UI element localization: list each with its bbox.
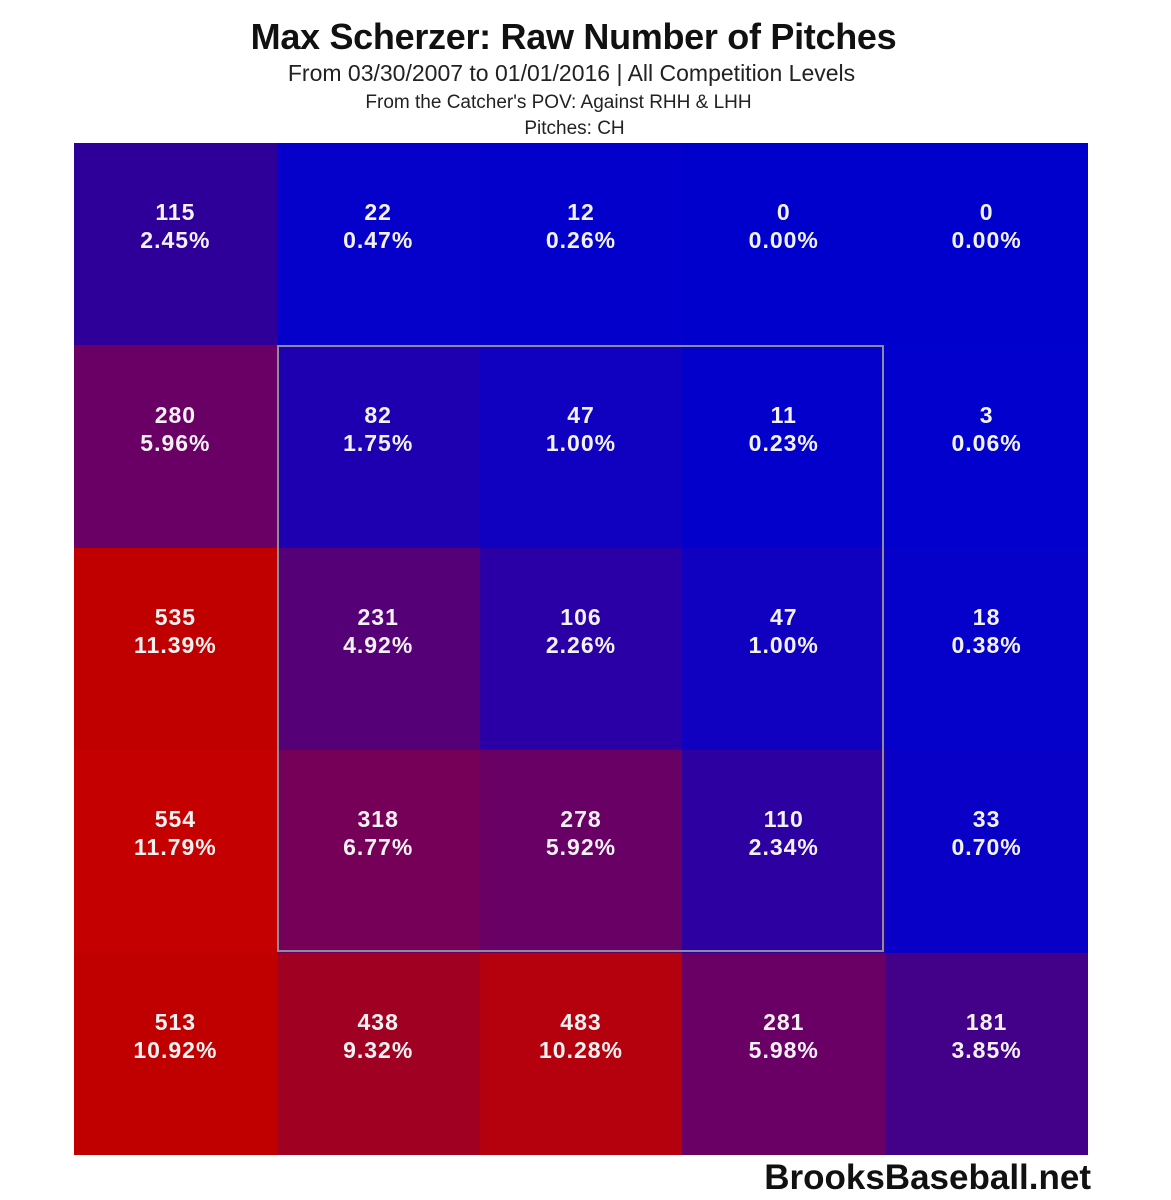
heatmap-cell: 181 3.85% — [885, 952, 1088, 1155]
chart-subtitle: From 03/30/2007 to 01/01/2016 | All Comp… — [287, 60, 856, 86]
heatmap-cell: 110 2.34% — [682, 750, 886, 953]
heatmap-cell: 12 0.26% — [479, 143, 683, 346]
cell-count: 554 — [154, 806, 197, 833]
heatmap-cell: 33 0.70% — [885, 750, 1088, 953]
cell-count: 280 — [154, 401, 197, 428]
heatmap-cell: 318 6.77% — [276, 750, 480, 953]
heatmap-cell: 278 5.92% — [479, 750, 683, 953]
cell-percent: 0.00% — [951, 227, 1022, 254]
cell-percent: 0.38% — [951, 631, 1022, 658]
perspective-note: From the Catcher's POV: Against RHH & LH… — [365, 92, 752, 113]
heatmap-cell: 483 10.28% — [479, 952, 683, 1155]
cell-count: 513 — [154, 1008, 197, 1035]
heatmap-cell: 231 4.92% — [276, 547, 480, 751]
cell-percent: 1.00% — [545, 429, 617, 456]
cell-count: 318 — [357, 806, 399, 833]
cell-percent: 1.75% — [343, 429, 414, 456]
cell-count: 106 — [560, 603, 602, 630]
heatmap-cell: 554 11.79% — [74, 750, 277, 953]
cell-count: 3 — [979, 401, 994, 428]
heatmap-cell: 0 0.00% — [885, 143, 1088, 346]
cell-count: 231 — [357, 603, 399, 630]
cell-percent: 0.06% — [951, 429, 1022, 456]
cell-percent: 0.23% — [748, 429, 819, 456]
cell-percent: 11.79% — [134, 834, 217, 861]
cell-count: 0 — [776, 199, 791, 226]
heatmap-cell: 18 0.38% — [885, 547, 1088, 751]
cell-count: 11 — [770, 401, 797, 428]
pitch-type-note: Pitches: CH — [524, 118, 625, 139]
cell-count: 82 — [364, 401, 392, 428]
cell-count: 438 — [357, 1008, 399, 1035]
cell-count: 110 — [763, 806, 804, 833]
cell-percent: 10.92% — [133, 1036, 218, 1063]
heatmap-cell: 47 1.00% — [682, 547, 886, 751]
heatmap-cell: 47 1.00% — [479, 345, 683, 548]
cell-count: 12 — [567, 199, 595, 226]
cell-count: 483 — [560, 1008, 602, 1035]
cell-count: 18 — [972, 603, 1001, 630]
cell-count: 181 — [965, 1008, 1008, 1035]
cell-count: 0 — [979, 199, 994, 226]
cell-percent: 2.34% — [748, 834, 819, 861]
heatmap-cell: 0 0.00% — [682, 143, 886, 346]
heatmap-cell: 82 1.75% — [276, 345, 480, 548]
heatmap-cell: 281 5.98% — [682, 952, 886, 1155]
cell-percent: 0.47% — [343, 227, 414, 254]
cell-percent: 5.92% — [545, 834, 617, 861]
heatmap-cell: 106 2.26% — [479, 547, 683, 751]
cell-percent: 2.26% — [545, 631, 617, 658]
cell-percent: 0.70% — [951, 834, 1022, 861]
heatmap-cell: 535 11.39% — [74, 547, 277, 751]
cell-percent: 2.45% — [140, 227, 211, 254]
cell-percent: 3.85% — [951, 1036, 1022, 1063]
cell-count: 22 — [364, 199, 392, 226]
heatmap-cell: 280 5.96% — [74, 345, 277, 548]
heatmap-cell: 11 0.23% — [682, 345, 886, 548]
cell-percent: 5.98% — [748, 1036, 819, 1063]
heatmap-cell: 22 0.47% — [276, 143, 480, 346]
cell-percent: 11.39% — [134, 631, 217, 658]
cell-percent: 5.96% — [140, 429, 211, 456]
watermark: BrooksBaseball.net — [764, 1158, 1091, 1197]
heatmap-cell: 513 10.92% — [74, 952, 277, 1155]
cell-count: 535 — [154, 603, 197, 630]
cell-percent: 0.26% — [545, 227, 617, 254]
cell-count: 115 — [155, 199, 196, 226]
cell-percent: 9.32% — [343, 1036, 414, 1063]
cell-percent: 0.00% — [748, 227, 819, 254]
cell-count: 47 — [567, 401, 595, 428]
chart-title: Max Scherzer: Raw Number of Pitches — [250, 16, 897, 57]
cell-percent: 4.92% — [343, 631, 414, 658]
heatmap-cell: 115 2.45% — [74, 143, 277, 346]
cell-count: 47 — [769, 603, 798, 630]
cell-percent: 10.28% — [538, 1036, 623, 1063]
cell-percent: 6.77% — [343, 834, 414, 861]
heatmap-cell: 438 9.32% — [276, 952, 480, 1155]
cell-count: 33 — [972, 806, 1001, 833]
pitch-location-heatmap: 115 2.45% 22 0.47% 12 0.26% 0 0.00% 0 0.00% 280 5.9… — [74, 143, 1088, 1155]
cell-percent: 1.00% — [748, 631, 819, 658]
cell-count: 278 — [560, 806, 602, 833]
heatmap-cell: 3 0.06% — [885, 345, 1088, 548]
cell-count: 281 — [763, 1008, 805, 1035]
